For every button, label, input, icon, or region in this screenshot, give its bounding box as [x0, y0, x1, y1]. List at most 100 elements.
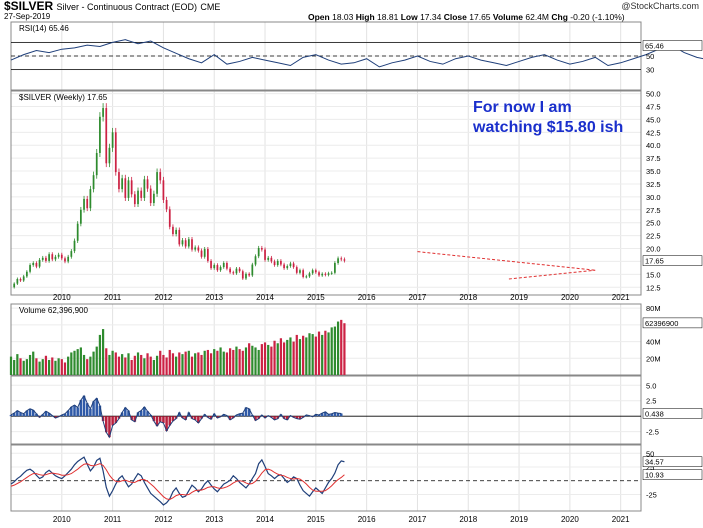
volume-bar	[44, 355, 48, 375]
oscillator-bar	[54, 416, 57, 419]
oscillator-bar	[47, 413, 51, 417]
volume-bar	[60, 359, 63, 375]
price-candle-body	[118, 172, 120, 190]
price-candle-body	[245, 273, 247, 279]
price-candle-body	[35, 262, 38, 267]
oscillator-bar	[31, 410, 35, 417]
oscillator-bar	[295, 416, 299, 419]
price-y-tick-label: 37.5	[646, 154, 661, 163]
volume-bar	[124, 357, 127, 375]
price-candle-body	[321, 273, 324, 276]
oscillator-bar	[273, 416, 276, 420]
oscillator-bar	[241, 413, 245, 417]
volume-bar	[216, 350, 219, 375]
oscillator-bar	[336, 413, 340, 417]
price-candle-body	[76, 223, 79, 241]
price-y-tick-label: 12.5	[646, 283, 661, 292]
volume-bar	[57, 358, 60, 375]
oscillator-bar	[124, 407, 127, 417]
oscillator-y-tick-label: 2.5	[646, 397, 656, 406]
oscillator-bar	[292, 416, 295, 418]
price-candle-body	[191, 239, 193, 250]
price-candle-body	[251, 264, 254, 276]
volume-bar	[92, 351, 95, 375]
price-candle-body	[235, 268, 238, 274]
price-x-tick-label: 2011	[104, 293, 122, 302]
volume-bar	[111, 350, 114, 375]
price-candle-body	[60, 254, 63, 259]
price-candle-body	[343, 259, 346, 261]
volume-value-tag	[642, 317, 703, 329]
oscillator-bar	[82, 395, 86, 417]
volume-bar	[95, 346, 98, 375]
price-candle-body	[114, 132, 117, 173]
price-candle-body	[334, 262, 336, 273]
oscillator-y-tick-label: 5.0	[646, 381, 656, 390]
volume-bar	[257, 349, 260, 375]
volume-bar	[228, 348, 232, 375]
price-candle-body	[26, 271, 28, 277]
volume-bar	[130, 359, 133, 375]
marks-layer	[9, 39, 703, 506]
volume-bar	[54, 360, 57, 375]
volume-bar	[28, 354, 32, 375]
oscillator-bar	[171, 416, 175, 422]
volume-bar	[340, 319, 343, 375]
price-candle-body	[41, 257, 44, 260]
momentum-signal-value-text: 10.93	[645, 471, 664, 480]
price-candle-body	[226, 262, 228, 269]
price-candle-body	[162, 180, 165, 200]
pattern-upper-trendline	[417, 251, 596, 271]
volume-bar	[32, 351, 35, 375]
volume-bar	[244, 347, 248, 375]
volume-bar	[187, 350, 190, 375]
volume-bar	[321, 334, 324, 375]
volume-bar	[267, 344, 270, 375]
price-candle-body	[172, 226, 174, 235]
price-y-tick-label: 50.0	[646, 90, 661, 99]
oscillator-bar	[279, 414, 283, 417]
oscillator-bar	[178, 412, 181, 417]
volume-bar	[133, 355, 136, 375]
volume-bar	[308, 333, 311, 375]
volume-bar	[19, 358, 22, 375]
volume-bar	[159, 350, 162, 375]
volume-bar	[149, 356, 152, 375]
price-candle-body	[92, 175, 95, 190]
annotation-line-2: watching $15.80 ish	[472, 119, 623, 136]
price-candle-body	[273, 261, 276, 266]
volume-bar	[279, 338, 283, 375]
volume-bar	[343, 323, 346, 375]
volume-bar	[178, 352, 181, 375]
volume-bar	[117, 356, 121, 375]
price-candle-body	[203, 249, 206, 257]
open-label: Open	[308, 12, 330, 22]
price-candle-body	[254, 256, 257, 265]
chart-title: $SILVER Silver - Continuous Contract (EO…	[4, 0, 220, 13]
volume-bar	[333, 326, 337, 375]
price-candle-body	[270, 257, 273, 262]
price-candle-body	[181, 240, 184, 245]
oscillator-bar	[158, 416, 162, 422]
oscillator-bar	[165, 416, 168, 432]
price-legend: $SILVER (Weekly) 17.65	[19, 93, 108, 102]
volume-bar	[311, 334, 314, 375]
volume-bar	[235, 346, 238, 375]
close-value: 17.65	[469, 12, 491, 22]
description-text: Silver - Continuous Contract (EOD)	[56, 2, 198, 12]
volume-bar	[70, 352, 73, 375]
volume-bar	[260, 344, 263, 375]
rsi-value-text: 65.46	[645, 41, 664, 50]
price-x-tick-label: 2021	[612, 293, 630, 302]
volume-bar	[73, 350, 76, 375]
price-candle-body	[70, 251, 73, 257]
price-x-tick-label: 2019	[510, 293, 528, 302]
price-y-tick-label: 20.0	[646, 245, 661, 254]
volume-bar	[336, 321, 340, 375]
oscillator-bar	[282, 416, 286, 419]
volume-label: Volume	[492, 12, 523, 22]
price-candle-body	[283, 264, 285, 269]
oscillator-bar	[73, 405, 76, 417]
volume-bar	[76, 349, 79, 375]
